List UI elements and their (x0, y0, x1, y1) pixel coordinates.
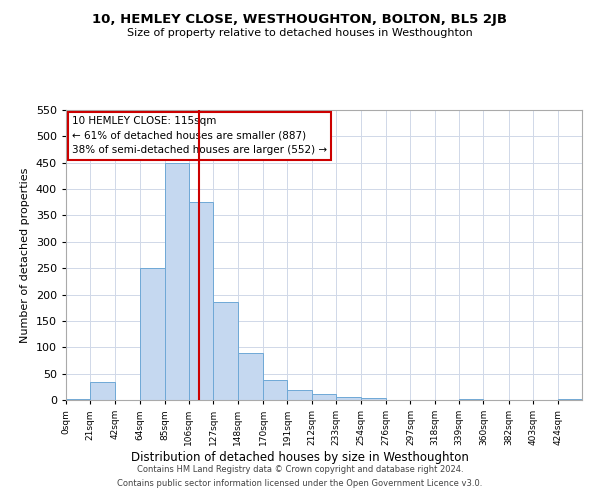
Bar (91, 382, 115, 400)
Y-axis label: Number of detached properties: Number of detached properties (20, 168, 30, 342)
Bar (164, 162, 189, 400)
Bar (189, 202, 213, 400)
Bar (557, 399, 582, 400)
Bar (66, 399, 91, 400)
Bar (213, 302, 238, 400)
Bar (312, 394, 336, 400)
Text: 10, HEMLEY CLOSE, WESTHOUGHTON, BOLTON, BL5 2JB: 10, HEMLEY CLOSE, WESTHOUGHTON, BOLTON, … (92, 12, 508, 26)
Text: Size of property relative to detached houses in Westhoughton: Size of property relative to detached ho… (127, 28, 473, 38)
Bar (287, 390, 312, 400)
Bar (336, 398, 361, 400)
Text: Contains HM Land Registry data © Crown copyright and database right 2024.
Contai: Contains HM Land Registry data © Crown c… (118, 466, 482, 487)
Bar (361, 398, 386, 400)
Bar (238, 352, 263, 400)
Bar (263, 380, 287, 400)
Text: 10 HEMLEY CLOSE: 115sqm
← 61% of detached houses are smaller (887)
38% of semi-d: 10 HEMLEY CLOSE: 115sqm ← 61% of detache… (72, 116, 328, 156)
Text: Distribution of detached houses by size in Westhoughton: Distribution of detached houses by size … (131, 451, 469, 464)
Bar (140, 268, 164, 400)
Bar (459, 399, 484, 400)
